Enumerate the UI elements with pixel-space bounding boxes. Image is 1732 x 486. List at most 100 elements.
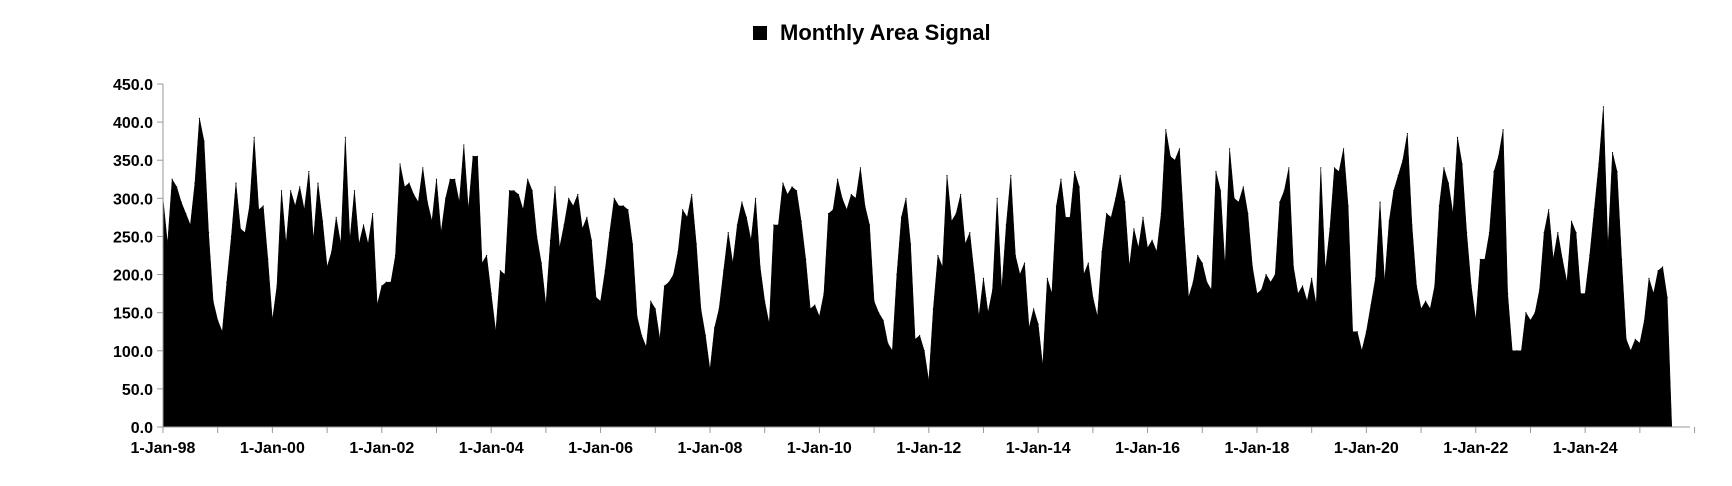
data-point [1361,350,1363,352]
data-point [481,262,483,264]
data-point [923,350,925,352]
data-point [1516,350,1518,352]
data-point [581,228,583,230]
data-point [636,315,638,318]
data-point [672,273,675,276]
data-point [1552,258,1554,260]
data-point [1288,167,1290,169]
data-point [440,232,442,234]
data-point [1069,216,1071,218]
data-point [864,205,866,207]
data-point [996,197,998,199]
data-point [1543,232,1545,234]
data-point [1607,247,1609,249]
data-point [1589,254,1591,257]
data-point [987,312,989,314]
data-point [568,197,570,199]
data-point [1434,285,1436,287]
data-point [285,243,287,245]
data-point [276,285,278,287]
data-point [1566,281,1568,283]
data-point [859,167,862,169]
data-point [1593,209,1595,211]
data-point [1520,350,1522,352]
data-point [1087,262,1089,264]
data-point [1379,201,1381,203]
data-point [207,232,210,234]
data-point [344,136,346,138]
data-point [741,201,743,203]
data-point [171,178,173,180]
data-point [754,197,757,199]
data-point [1639,342,1641,344]
data-point [517,193,520,196]
data-point [1092,296,1094,299]
data-point [1292,266,1295,268]
data-point [1388,220,1390,222]
x-tick-label: 1-Jan-16 [1115,440,1180,457]
data-point [818,315,820,318]
data-point [253,136,255,138]
y-tick-label: 350.0 [113,153,153,170]
data-point [1611,152,1614,154]
data-point [782,182,784,184]
data-point [176,186,178,188]
x-tick-label: 1-Jan-04 [459,440,524,457]
data-point [1315,304,1317,306]
data-point [508,190,511,192]
data-point [308,171,310,173]
data-point [1484,258,1486,260]
data-point [609,232,611,234]
plot-area [162,106,1673,428]
data-point [531,190,533,192]
data-point [891,350,893,352]
data-point [1488,232,1491,234]
y-tick-label: 300.0 [113,191,153,208]
data-point [1625,338,1627,340]
data-point [1023,262,1026,264]
data-point [1083,273,1085,276]
data-point [194,182,196,184]
data-point [203,140,205,142]
data-point [1461,163,1463,165]
data-point [413,193,415,196]
data-point [1274,273,1276,276]
data-point [928,380,930,382]
data-point [663,285,666,287]
data-point [745,216,748,218]
data-point [335,216,337,218]
x-tick-label: 1-Jan-24 [1553,440,1618,457]
data-point [1306,300,1308,302]
data-point [1466,232,1468,234]
data-point [905,197,907,199]
data-point [1529,319,1532,321]
data-point [855,197,857,199]
data-point [180,201,182,203]
area-series-fill [162,106,1673,428]
data-point [991,289,994,291]
data-point [435,178,438,180]
data-point [955,212,957,215]
data-point [727,232,729,234]
data-point [750,239,752,241]
data-point [700,308,702,310]
data-point [631,243,634,245]
x-tick-label: 1-Jan-14 [1006,440,1071,457]
data-point [1270,281,1272,283]
data-point [882,319,884,321]
data-point [244,232,246,234]
data-point [445,197,447,199]
data-point [1037,323,1039,325]
data-point [814,304,816,306]
data-point [1311,277,1313,279]
data-point [280,190,283,192]
data-point [217,319,219,321]
data-point [645,346,647,348]
data-point [1630,350,1632,352]
data-point [1101,251,1103,253]
data-point [1561,258,1563,260]
data-point [1648,277,1650,279]
data-point [704,334,707,337]
data-point [1534,312,1536,314]
